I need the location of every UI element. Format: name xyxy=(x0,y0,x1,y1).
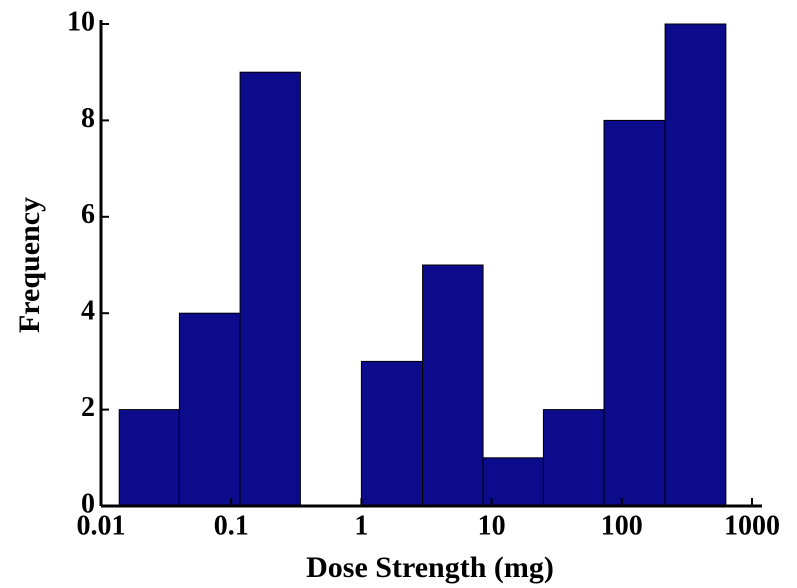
bar xyxy=(239,71,301,507)
x-axis-label: Dose Strength (mg) xyxy=(306,551,554,584)
y-tick-label: 8 xyxy=(81,103,95,134)
y-tick-label: 10 xyxy=(67,6,95,37)
x-tick-label: 0.1 xyxy=(214,510,249,541)
x-tick-label: 1000 xyxy=(724,510,780,541)
bar xyxy=(542,409,605,507)
y-tick-label: 6 xyxy=(81,199,95,230)
bar xyxy=(422,264,484,507)
bar xyxy=(360,360,424,507)
bar xyxy=(482,457,544,507)
y-tick-label: 4 xyxy=(81,296,95,327)
y-axis-label: Frequency xyxy=(13,197,46,333)
bar xyxy=(664,23,727,507)
y-tick-label: 0 xyxy=(81,488,95,519)
bar xyxy=(603,119,666,507)
bar xyxy=(118,409,180,507)
x-tick-label: 100 xyxy=(601,510,643,541)
x-tick-label: 0.01 xyxy=(77,510,126,541)
x-tick-label: 1 xyxy=(354,510,368,541)
x-tick-label: 10 xyxy=(478,510,506,541)
y-tick-label: 2 xyxy=(81,392,95,423)
bar xyxy=(178,312,241,507)
